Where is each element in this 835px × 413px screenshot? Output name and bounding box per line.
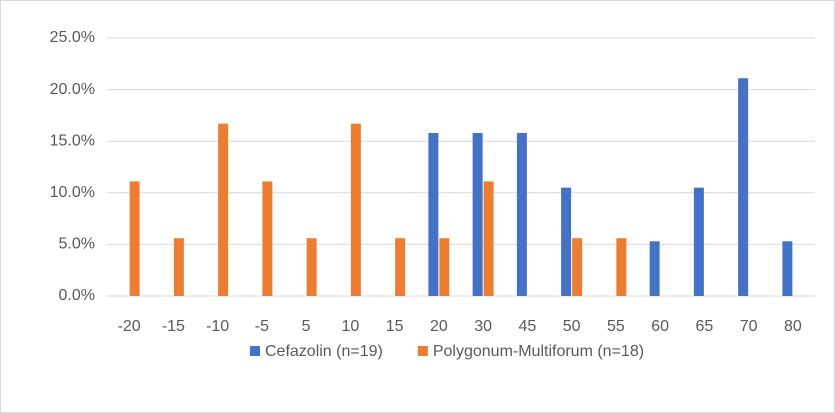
- bar: [350, 123, 361, 296]
- x-tick-label: 5: [302, 318, 311, 335]
- bar: [616, 238, 627, 296]
- bar: [262, 181, 273, 296]
- x-tick-label: 10: [341, 318, 359, 335]
- bar: [173, 238, 184, 296]
- x-tick-label: -20: [118, 318, 141, 335]
- y-tick-label: 25.0%: [50, 29, 95, 46]
- x-tick-label: -15: [162, 318, 185, 335]
- bar: [218, 123, 229, 296]
- y-tick-label: 0.0%: [59, 287, 95, 304]
- bar: [693, 187, 704, 296]
- y-tick-label: 15.0%: [50, 132, 95, 149]
- bar: [428, 132, 439, 296]
- bar: [395, 238, 406, 296]
- legend-swatch: [250, 346, 260, 356]
- legend-swatch: [417, 346, 428, 356]
- bar: [572, 238, 583, 296]
- bar: [129, 181, 140, 296]
- y-tick-label: 5.0%: [59, 236, 95, 253]
- legend-label: Cefazolin (n=19): [265, 343, 383, 360]
- bar: [306, 238, 317, 296]
- x-tick-label: 70: [740, 318, 758, 335]
- bar: [649, 241, 660, 296]
- x-tick-label: 30: [474, 318, 492, 335]
- x-tick-label: 55: [607, 318, 625, 335]
- y-tick-label: 10.0%: [50, 184, 95, 201]
- bar: [472, 132, 483, 296]
- y-tick-label: 20.0%: [50, 81, 95, 98]
- bar: [561, 187, 572, 296]
- legend-label: Polygonum-Multiforum (n=18): [433, 343, 644, 360]
- bar: [782, 241, 793, 296]
- x-tick-label: -5: [255, 318, 269, 335]
- x-tick-label: 20: [430, 318, 448, 335]
- x-tick-label: -10: [206, 318, 229, 335]
- x-tick-label: 80: [784, 318, 802, 335]
- x-tick-label: 15: [386, 318, 404, 335]
- x-tick-label: 65: [695, 318, 713, 335]
- bar: [516, 132, 527, 296]
- bar: [439, 238, 450, 296]
- x-tick-label: 60: [651, 318, 669, 335]
- x-tick-label: 50: [563, 318, 581, 335]
- bar: [483, 181, 494, 296]
- x-tick-label: 45: [518, 318, 536, 335]
- bar: [738, 78, 749, 296]
